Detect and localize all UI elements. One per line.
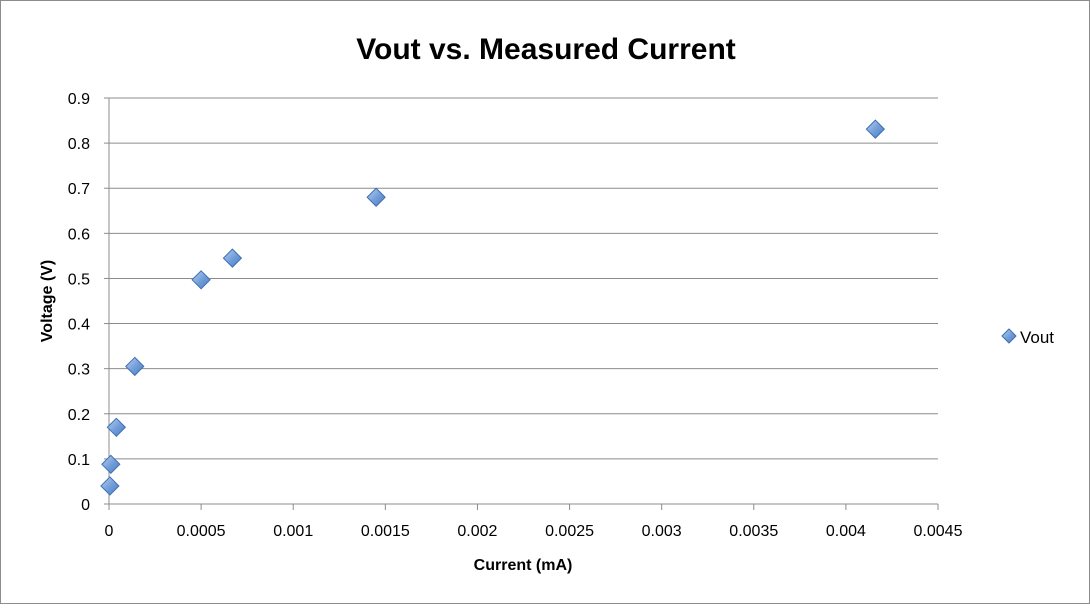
y-tick-label: 0.6 — [68, 226, 90, 243]
data-point-vout — [106, 417, 127, 438]
legend: Vout — [1001, 328, 1054, 347]
y-tick-label: 0.3 — [68, 362, 90, 379]
gridlines — [109, 97, 938, 460]
x-axis-label: Current (mA) — [474, 557, 573, 574]
y-tick-label: 0.1 — [68, 452, 90, 469]
data-point-vout — [101, 454, 121, 475]
y-tick-label: 0.7 — [68, 181, 90, 198]
data-point-vout — [125, 356, 145, 377]
legend-label-vout: Vout — [1020, 328, 1054, 347]
y-axis-ticks: 0 0.1 0.2 0.3 0.4 0.5 0.6 0.7 0.8 0.9 — [68, 91, 109, 514]
x-tick-label: 0.0035 — [729, 523, 778, 540]
x-tick-label: 0.0005 — [177, 523, 226, 540]
axes — [108, 98, 938, 505]
y-tick-label: 0.8 — [68, 136, 90, 153]
x-tick-label: 0 — [105, 523, 114, 540]
data-point-vout — [222, 248, 243, 268]
data-point-vout — [366, 187, 386, 207]
x-tick-label: 0.003 — [642, 523, 682, 540]
x-tick-label: 0.0045 — [914, 523, 963, 540]
y-tick-label: 0.9 — [68, 91, 90, 108]
data-point-vout — [865, 119, 886, 139]
y-axis-label: Voltage (V) — [39, 260, 56, 342]
series-vout-points — [100, 119, 886, 496]
y-tick-label: 0.2 — [68, 407, 90, 424]
x-tick-label: 0.0025 — [545, 523, 594, 540]
data-point-vout — [191, 270, 211, 290]
data-point-vout — [100, 476, 120, 496]
y-tick-label: 0 — [81, 497, 90, 514]
y-tick-label: 0.5 — [68, 271, 90, 288]
x-tick-label: 0.001 — [273, 523, 313, 540]
x-tick-label: 0.004 — [826, 523, 866, 540]
x-tick-label: 0.0015 — [361, 523, 410, 540]
x-axis-ticks: 0 0.0005 0.001 0.0015 0.002 0.0025 0.003 0.0035… — [105, 504, 963, 540]
y-tick-label: 0.4 — [68, 317, 90, 334]
x-tick-label: 0.002 — [457, 523, 497, 540]
legend-marker-vout — [1001, 328, 1017, 344]
chart-title: Vout vs. Measured Current — [356, 33, 736, 66]
